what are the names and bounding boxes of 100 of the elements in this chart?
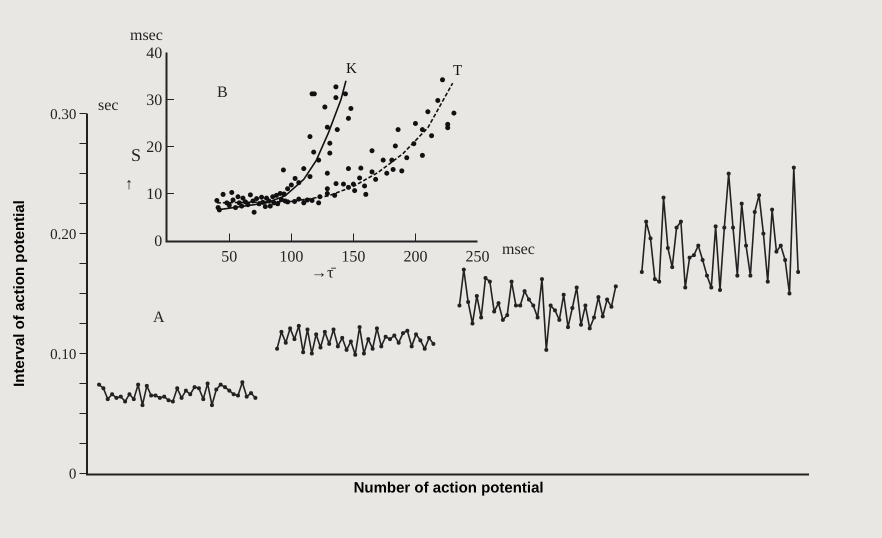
point	[526, 298, 531, 302]
point	[422, 346, 427, 351]
point	[318, 346, 323, 350]
point	[457, 304, 462, 308]
annotation: sec	[98, 97, 118, 114]
point	[188, 392, 192, 396]
point	[427, 336, 432, 340]
point	[244, 394, 249, 399]
point	[496, 301, 501, 306]
point	[692, 253, 696, 258]
point	[674, 226, 679, 230]
x-tick-label: 50	[221, 248, 238, 266]
y-tick-label: 30	[146, 92, 162, 110]
point	[253, 396, 258, 400]
point	[770, 208, 774, 212]
point	[362, 352, 366, 356]
point	[787, 292, 792, 296]
point	[301, 350, 306, 354]
point	[249, 391, 254, 396]
point	[588, 326, 592, 330]
point	[492, 310, 496, 314]
point	[401, 331, 406, 336]
point	[592, 316, 596, 320]
point	[348, 340, 353, 344]
point	[605, 298, 610, 302]
x-axis-title: Number of action potential	[354, 480, 544, 497]
point	[284, 340, 288, 345]
point	[700, 258, 705, 262]
point	[531, 304, 536, 308]
y-tick-label: 20	[146, 139, 162, 156]
point	[792, 166, 796, 170]
series-label: K	[346, 61, 357, 77]
point	[540, 277, 544, 282]
annotation: B	[217, 84, 228, 101]
point	[704, 274, 709, 278]
point	[144, 384, 149, 388]
point	[392, 334, 396, 338]
point	[127, 392, 132, 396]
point	[114, 396, 118, 400]
point	[97, 382, 102, 387]
point	[206, 381, 210, 386]
annotation: msec	[502, 241, 535, 258]
point	[336, 344, 340, 348]
point	[332, 328, 336, 332]
point	[279, 330, 284, 334]
point	[140, 403, 144, 408]
point	[431, 342, 436, 346]
series-label: T	[453, 63, 462, 79]
point	[596, 295, 600, 300]
y-tick-label: 0	[68, 466, 76, 483]
point	[536, 316, 540, 320]
point	[566, 325, 570, 330]
point	[666, 246, 670, 250]
point	[722, 226, 726, 230]
point	[396, 340, 401, 345]
point	[175, 386, 180, 390]
x-tick-label: 200	[403, 248, 428, 266]
point	[778, 244, 783, 248]
point	[500, 318, 505, 322]
point	[184, 388, 188, 393]
point	[154, 393, 158, 398]
y-tick-label: 0.20	[50, 226, 76, 243]
point	[192, 385, 197, 390]
point	[518, 304, 522, 308]
point	[344, 348, 349, 352]
point	[110, 392, 114, 396]
point	[562, 292, 566, 297]
y-tick-label: 0.30	[50, 106, 76, 123]
point	[709, 286, 714, 290]
point	[118, 394, 123, 399]
point	[322, 330, 327, 334]
point	[570, 306, 574, 310]
point	[774, 250, 778, 254]
point	[296, 324, 301, 328]
point	[548, 304, 553, 308]
point	[358, 325, 362, 330]
point	[474, 294, 479, 298]
point	[488, 280, 492, 284]
x-axis-title: →τ̄	[311, 264, 337, 282]
point	[240, 380, 244, 384]
point	[310, 352, 314, 356]
point	[748, 274, 752, 278]
point	[340, 336, 344, 340]
point	[414, 332, 418, 336]
point	[505, 313, 510, 318]
point	[218, 382, 223, 387]
point	[374, 326, 379, 330]
point	[222, 385, 227, 390]
point	[149, 393, 154, 398]
point	[196, 386, 201, 390]
point	[214, 387, 218, 392]
annotation: ↑	[125, 176, 133, 193]
point	[123, 399, 128, 404]
point	[544, 348, 548, 352]
point	[557, 318, 562, 322]
point	[644, 220, 648, 224]
point	[132, 397, 136, 402]
point	[366, 337, 370, 342]
point	[210, 403, 214, 408]
point	[162, 394, 166, 399]
